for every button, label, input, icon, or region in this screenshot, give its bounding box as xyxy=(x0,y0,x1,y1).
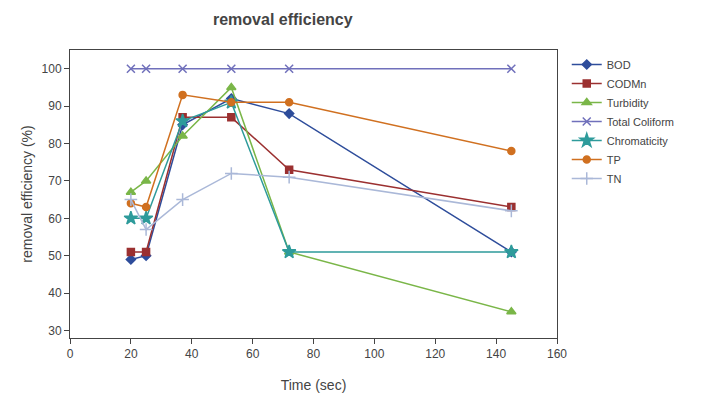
svg-text:Chromaticity: Chromaticity xyxy=(607,135,669,147)
svg-text:100: 100 xyxy=(42,62,62,76)
svg-text:60: 60 xyxy=(246,347,260,361)
svg-text:CODMn: CODMn xyxy=(607,78,647,90)
svg-text:40: 40 xyxy=(48,286,62,300)
svg-text:100: 100 xyxy=(364,347,384,361)
svg-text:20: 20 xyxy=(124,347,138,361)
svg-text:90: 90 xyxy=(48,99,62,113)
svg-text:TN: TN xyxy=(607,173,622,185)
svg-text:0: 0 xyxy=(67,347,74,361)
svg-text:Total Coliform: Total Coliform xyxy=(607,116,674,128)
svg-text:removal efficiency (%): removal efficiency (%) xyxy=(19,125,35,262)
svg-text:50: 50 xyxy=(48,249,62,263)
svg-text:removal efficiency: removal efficiency xyxy=(213,11,353,28)
svg-text:70: 70 xyxy=(48,174,62,188)
svg-text:TP: TP xyxy=(607,154,621,166)
svg-text:140: 140 xyxy=(486,347,506,361)
svg-text:Turbidity: Turbidity xyxy=(607,97,649,109)
svg-text:80: 80 xyxy=(307,347,321,361)
svg-text:30: 30 xyxy=(48,324,62,338)
svg-text:Time (sec): Time (sec) xyxy=(281,377,347,393)
svg-text:60: 60 xyxy=(48,212,62,226)
svg-text:40: 40 xyxy=(185,347,199,361)
svg-text:120: 120 xyxy=(425,347,445,361)
svg-text:BOD: BOD xyxy=(607,59,631,71)
svg-text:80: 80 xyxy=(48,137,62,151)
svg-text:160: 160 xyxy=(547,347,567,361)
